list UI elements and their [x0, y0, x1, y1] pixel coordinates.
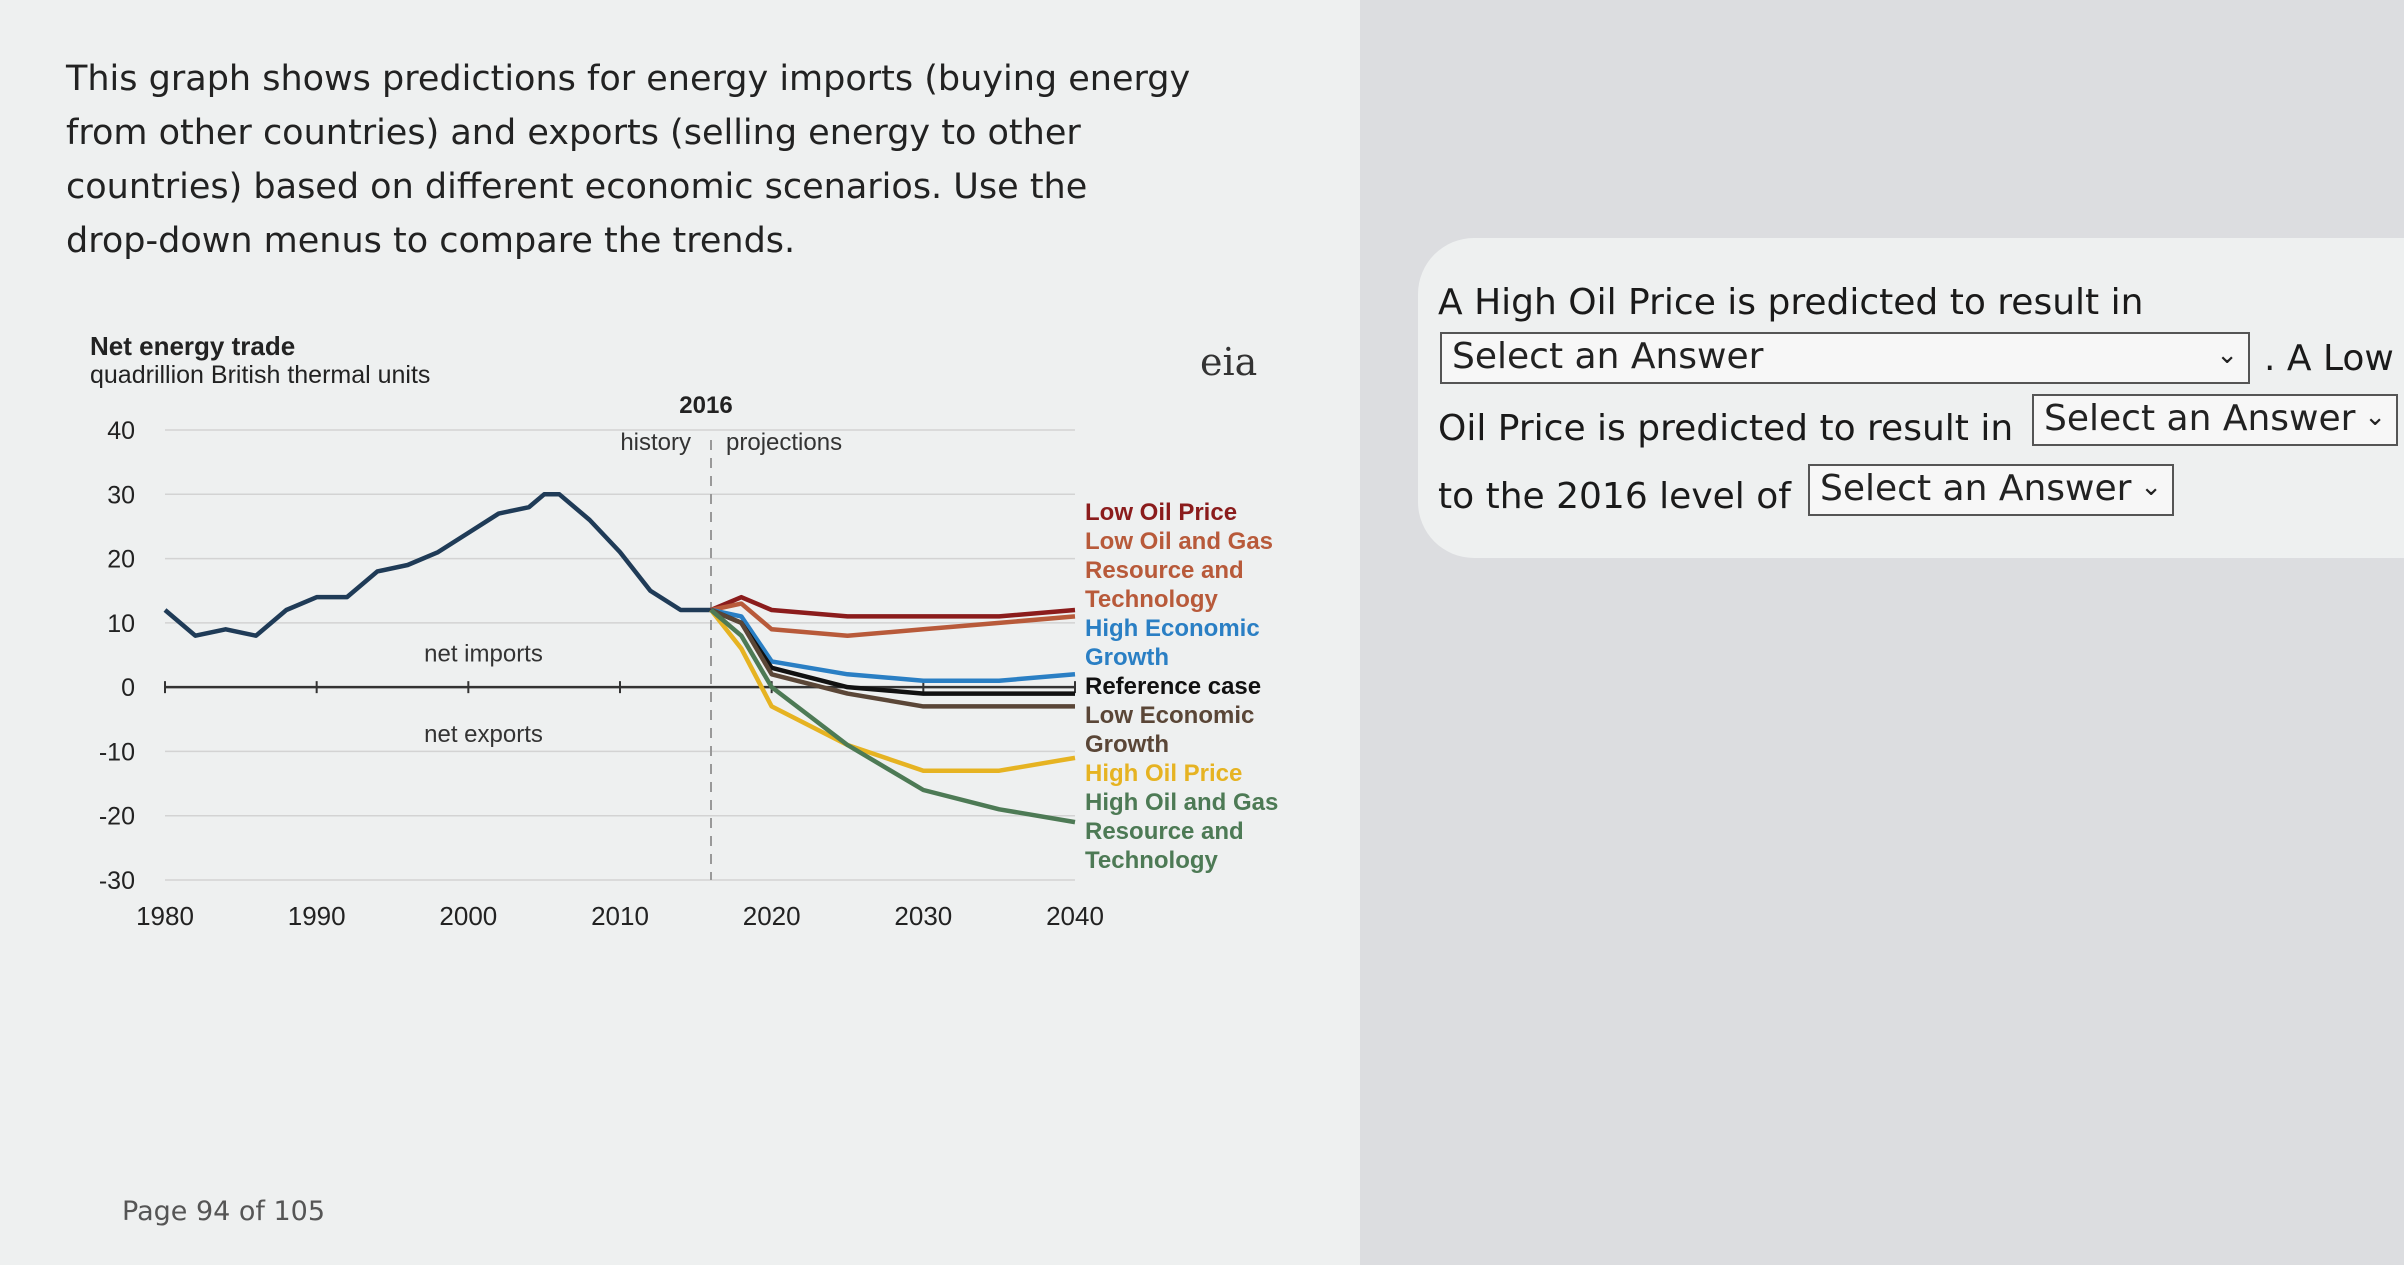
- legend-entry: Technology: [1085, 586, 1219, 613]
- question-text-2: . A Low: [2264, 338, 2394, 379]
- y-tick-label: 40: [107, 417, 135, 445]
- legend-entry: Resource and: [1085, 557, 1244, 584]
- history-label: history: [620, 429, 691, 456]
- history-series-line: [163, 492, 711, 638]
- intro-line: countries) based on different economic s…: [66, 167, 1088, 207]
- select-value: Select an Answer: [1452, 336, 1764, 377]
- legend-entry: Low Oil Price: [1085, 499, 1237, 526]
- intro-line: drop-down menus to compare the trends.: [66, 221, 796, 261]
- y-tick-label: -10: [99, 738, 135, 766]
- x-tick-label: 1990: [288, 901, 346, 931]
- x-tick-label: 2010: [591, 901, 649, 931]
- chevron-down-icon: ⌄: [2364, 402, 2386, 432]
- select-value: Select an Answer: [2044, 398, 2356, 439]
- legend-entry: High Oil Price: [1085, 760, 1242, 787]
- x-tick-label: 1980: [136, 901, 194, 931]
- question-text-4: to the 2016 level of: [1438, 476, 1791, 517]
- content-panel: This graph shows predictions for energy …: [60, 52, 1300, 1227]
- series-line: [710, 594, 1076, 619]
- x-tick-label: 2000: [439, 901, 497, 931]
- net-imports-label: net imports: [424, 640, 543, 667]
- divider-year-label: 2016: [679, 392, 732, 419]
- y-tick-label: 20: [107, 546, 135, 574]
- projections-label: projections: [726, 429, 842, 456]
- series-line: [710, 601, 1076, 638]
- legend-entry: Growth: [1085, 731, 1169, 758]
- intro-line: This graph shows predictions for energy …: [66, 59, 1191, 99]
- net-energy-trade-chart: Net energy trade quadrillion British ther…: [60, 320, 1300, 940]
- question-text-3: Oil Price is predicted to result in: [1438, 408, 2014, 449]
- y-tick-label: -20: [99, 803, 135, 831]
- legend-entry: Growth: [1085, 644, 1169, 671]
- x-tick-label: 2040: [1046, 901, 1104, 931]
- series-line: [710, 607, 1076, 683]
- chart-subtitle: quadrillion British thermal units: [90, 361, 430, 389]
- x-tick-label: 2020: [743, 901, 801, 931]
- select-2016-level[interactable]: Select an Answer ⌄: [1808, 464, 2174, 516]
- legend-entry: High Economic: [1085, 615, 1260, 642]
- select-high-oil-price[interactable]: Select an Answer ⌄: [1440, 332, 2250, 384]
- y-tick-label: -30: [99, 867, 135, 895]
- question-text-1: A High Oil Price is predicted to result …: [1438, 282, 2144, 323]
- legend-entry: Reference case: [1085, 673, 1261, 700]
- x-tick-label: 2030: [894, 901, 952, 931]
- legend-entry: Low Oil and Gas: [1085, 528, 1273, 555]
- intro-text: This graph shows predictions for energy …: [66, 52, 1216, 268]
- eia-logo: eia: [1200, 340, 1258, 384]
- question-card: A High Oil Price is predicted to result …: [1418, 238, 2404, 558]
- y-tick-label: 30: [107, 481, 135, 509]
- series-line: [710, 607, 1075, 709]
- chart-title: Net energy trade: [90, 331, 295, 361]
- page-indicator: Page 94 of 105: [122, 1196, 326, 1227]
- legend-entry: Resource and: [1085, 818, 1244, 845]
- y-tick-label: 0: [121, 674, 135, 702]
- question-panel: [1360, 0, 2404, 1265]
- chevron-down-icon: ⌄: [2216, 340, 2238, 370]
- select-value: Select an Answer: [1820, 468, 2132, 509]
- y-tick-label: 10: [107, 610, 135, 638]
- net-exports-label: net exports: [424, 721, 543, 748]
- legend-entry: Technology: [1085, 847, 1219, 874]
- intro-line: from other countries) and exports (selli…: [66, 113, 1081, 153]
- chevron-down-icon: ⌄: [2140, 472, 2162, 502]
- series-line: [709, 608, 1076, 825]
- legend-entry: High Oil and Gas: [1085, 789, 1278, 816]
- select-low-oil-price[interactable]: Select an Answer ⌄: [2032, 394, 2398, 446]
- legend-entry: Low Economic: [1085, 702, 1254, 729]
